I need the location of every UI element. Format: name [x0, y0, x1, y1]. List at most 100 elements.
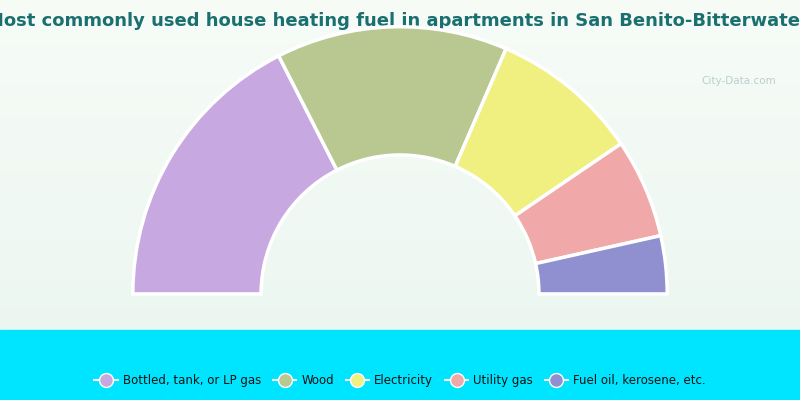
Bar: [0, 12, 800, 13]
Bar: [0, 246, 800, 248]
Bar: [0, 229, 800, 231]
Bar: [0, 106, 800, 107]
Bar: [0, 23, 800, 25]
Bar: [0, 68, 800, 69]
Bar: [0, 152, 800, 154]
Bar: [0, 205, 800, 206]
Bar: [0, 167, 800, 168]
Bar: [0, 89, 800, 91]
Bar: [0, 218, 800, 220]
Bar: [0, 162, 800, 163]
Bar: [0, 310, 800, 312]
Bar: [0, 109, 800, 110]
Bar: [0, 328, 800, 330]
Bar: [0, 256, 800, 258]
Bar: [0, 112, 800, 114]
Bar: [0, 224, 800, 226]
Bar: [0, 220, 800, 221]
Bar: [0, 231, 800, 233]
Bar: [0, 79, 800, 81]
Bar: [0, 142, 800, 144]
Bar: [0, 286, 800, 287]
Bar: [0, 244, 800, 246]
Bar: [0, 251, 800, 252]
Bar: [0, 305, 800, 307]
Bar: [0, 96, 800, 97]
Bar: [0, 300, 800, 302]
Bar: [0, 31, 800, 33]
Bar: [0, 99, 800, 101]
Bar: [0, 312, 800, 314]
Bar: [0, 20, 800, 22]
Bar: [0, 175, 800, 176]
Bar: [0, 81, 800, 82]
Bar: [0, 276, 800, 277]
Bar: [0, 201, 800, 203]
Bar: [0, 69, 800, 71]
Bar: [0, 270, 800, 272]
Bar: [0, 78, 800, 79]
Bar: [0, 216, 800, 218]
Bar: [0, 140, 800, 142]
Bar: [0, 208, 800, 210]
Bar: [0, 22, 800, 23]
Bar: [0, 282, 800, 284]
Bar: [0, 16, 800, 18]
Bar: [0, 48, 800, 50]
Bar: [0, 214, 800, 216]
Bar: [0, 290, 800, 292]
Bar: [0, 137, 800, 139]
Bar: [0, 53, 800, 54]
Bar: [0, 163, 800, 165]
Bar: [0, 51, 800, 53]
Bar: [0, 317, 800, 318]
Bar: [0, 198, 800, 200]
Bar: [0, 132, 800, 134]
Bar: [0, 233, 800, 234]
Bar: [0, 46, 800, 48]
Bar: [0, 226, 800, 228]
Bar: [0, 88, 800, 89]
Bar: [0, 86, 800, 88]
Bar: [0, 110, 800, 112]
Bar: [0, 155, 800, 157]
Bar: [0, 280, 800, 282]
Bar: [0, 124, 800, 126]
Bar: [0, 154, 800, 155]
Bar: [0, 71, 800, 73]
Bar: [0, 119, 800, 120]
Bar: [0, 168, 800, 170]
Bar: [0, 320, 800, 322]
Bar: [0, 56, 800, 58]
Bar: [0, 107, 800, 109]
Bar: [0, 330, 800, 400]
Bar: [0, 30, 800, 31]
Bar: [0, 272, 800, 274]
Bar: [0, 122, 800, 124]
Bar: [0, 74, 800, 76]
Bar: [0, 327, 800, 328]
Text: Most commonly used house heating fuel in apartments in San Benito-Bitterwater,
C: Most commonly used house heating fuel in…: [0, 12, 800, 51]
Bar: [0, 325, 800, 327]
Bar: [0, 129, 800, 130]
Bar: [0, 200, 800, 201]
Bar: [0, 13, 800, 15]
Bar: [0, 277, 800, 279]
Bar: [0, 203, 800, 204]
Bar: [0, 213, 800, 214]
Bar: [0, 193, 800, 195]
Bar: [0, 289, 800, 290]
Bar: [0, 120, 800, 122]
Bar: [0, 158, 800, 160]
Bar: [0, 191, 800, 193]
Bar: [0, 248, 800, 249]
Bar: [0, 38, 800, 40]
Bar: [0, 308, 800, 310]
Bar: [0, 134, 800, 135]
Bar: [0, 266, 800, 267]
Bar: [0, 28, 800, 30]
Bar: [0, 180, 800, 182]
Bar: [0, 130, 800, 132]
Bar: [0, 84, 800, 86]
Bar: [0, 36, 800, 38]
